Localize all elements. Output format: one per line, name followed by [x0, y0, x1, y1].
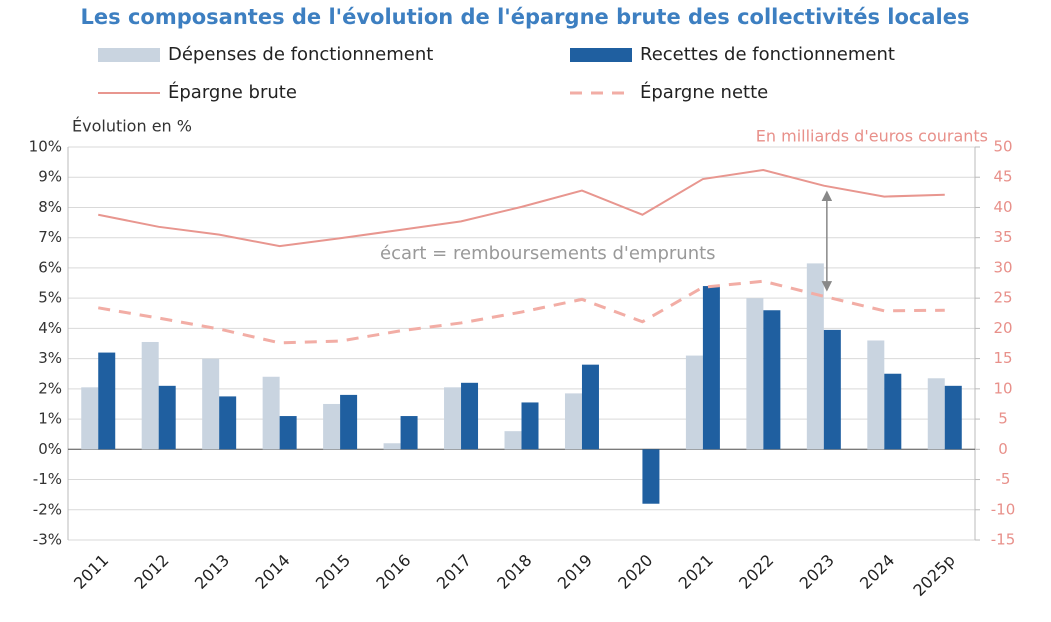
bar	[521, 402, 539, 450]
x-tick-label: 2016	[372, 551, 414, 593]
bar	[504, 431, 522, 450]
x-tick-label: 2021	[675, 551, 717, 593]
bar	[746, 298, 764, 450]
y2-tick-label: -5	[996, 470, 1011, 488]
y2-tick-label: 25	[993, 289, 1012, 307]
x-tick-label: 2022	[735, 551, 777, 593]
bar	[444, 387, 462, 450]
bar	[806, 263, 824, 450]
x-tick-label: 2020	[614, 551, 656, 593]
y2-tick-label: 50	[993, 138, 1012, 156]
legend-swatch	[570, 48, 632, 62]
y2-tick-label: 20	[993, 319, 1012, 337]
y-tick-label: 9%	[38, 168, 62, 186]
bar	[98, 352, 116, 450]
y-tick-label: 1%	[38, 410, 62, 428]
x-tick-label: 2019	[554, 551, 596, 593]
y-tick-label: -3%	[33, 531, 62, 549]
y-tick-label: -1%	[33, 470, 62, 488]
y-tick-label: 7%	[38, 228, 62, 246]
y-tick-label: 0%	[38, 440, 62, 458]
y-tick-label: 3%	[38, 349, 62, 367]
y-tick-label: 4%	[38, 319, 62, 337]
x-tick-label: 2012	[130, 551, 172, 593]
bar	[564, 393, 582, 450]
bar	[323, 403, 341, 450]
y2-tick-label: 10	[993, 379, 1012, 397]
y2-tick-label: 30	[993, 258, 1012, 276]
annotation: écart = remboursements d'emprunts	[380, 243, 716, 264]
bar	[141, 341, 159, 450]
bar	[867, 340, 885, 450]
bar	[461, 382, 479, 450]
x-tick-label: 2013	[191, 551, 233, 593]
y2-tick-label: 45	[993, 168, 1012, 186]
x-tick-label: 2024	[856, 551, 898, 593]
y-tick-label: 6%	[38, 258, 62, 276]
y2-axis-label: En milliards d'euros courants	[756, 127, 988, 146]
bar	[279, 416, 297, 450]
bar	[383, 443, 401, 450]
y2-tick-label: 5	[998, 410, 1008, 428]
bar	[944, 385, 962, 450]
legend-label: Recettes de fonctionnement	[640, 44, 895, 65]
bar	[581, 364, 599, 450]
y2-tick-label: 40	[993, 198, 1012, 216]
bar	[685, 355, 703, 450]
x-tick-label: 2017	[433, 551, 475, 593]
y-tick-label: -2%	[33, 500, 62, 518]
y-axis-label: Évolution en %	[72, 117, 192, 136]
x-tick-label: 2011	[70, 551, 112, 593]
bar	[158, 385, 176, 450]
x-tick-label: 2023	[796, 551, 838, 593]
y-tick-label: 5%	[38, 289, 62, 307]
x-tick-label: 2025p	[909, 551, 958, 600]
bar	[400, 416, 418, 450]
bar	[219, 396, 237, 450]
y2-tick-label: 35	[993, 228, 1012, 246]
bar	[81, 387, 99, 450]
y-tick-label: 2%	[38, 379, 62, 397]
bar	[884, 373, 902, 450]
y-tick-label: 8%	[38, 198, 62, 216]
legend-label: Épargne nette	[640, 81, 768, 103]
chart-title: Les composantes de l'évolution de l'épar…	[81, 5, 970, 29]
bar	[702, 286, 720, 450]
y-tick-label: 10%	[29, 138, 62, 156]
bar	[763, 310, 781, 450]
y2-tick-label: 15	[993, 349, 1012, 367]
y2-tick-label: -15	[991, 531, 1016, 549]
x-tick-label: 2018	[493, 551, 535, 593]
bar	[642, 449, 660, 504]
y2-tick-label: 0	[998, 440, 1008, 458]
legend-label: Dépenses de fonctionnement	[168, 44, 433, 65]
bar	[927, 378, 945, 450]
x-tick-label: 2015	[312, 551, 354, 593]
legend-swatch	[98, 48, 160, 62]
bar	[202, 358, 220, 450]
bar	[262, 376, 280, 450]
x-tick-label: 2014	[251, 551, 293, 593]
y2-tick-label: -10	[991, 500, 1016, 518]
line-series	[97, 279, 945, 345]
bar	[340, 394, 358, 450]
bar	[823, 329, 841, 450]
legend-label: Épargne brute	[168, 81, 297, 103]
line-series	[98, 168, 945, 248]
